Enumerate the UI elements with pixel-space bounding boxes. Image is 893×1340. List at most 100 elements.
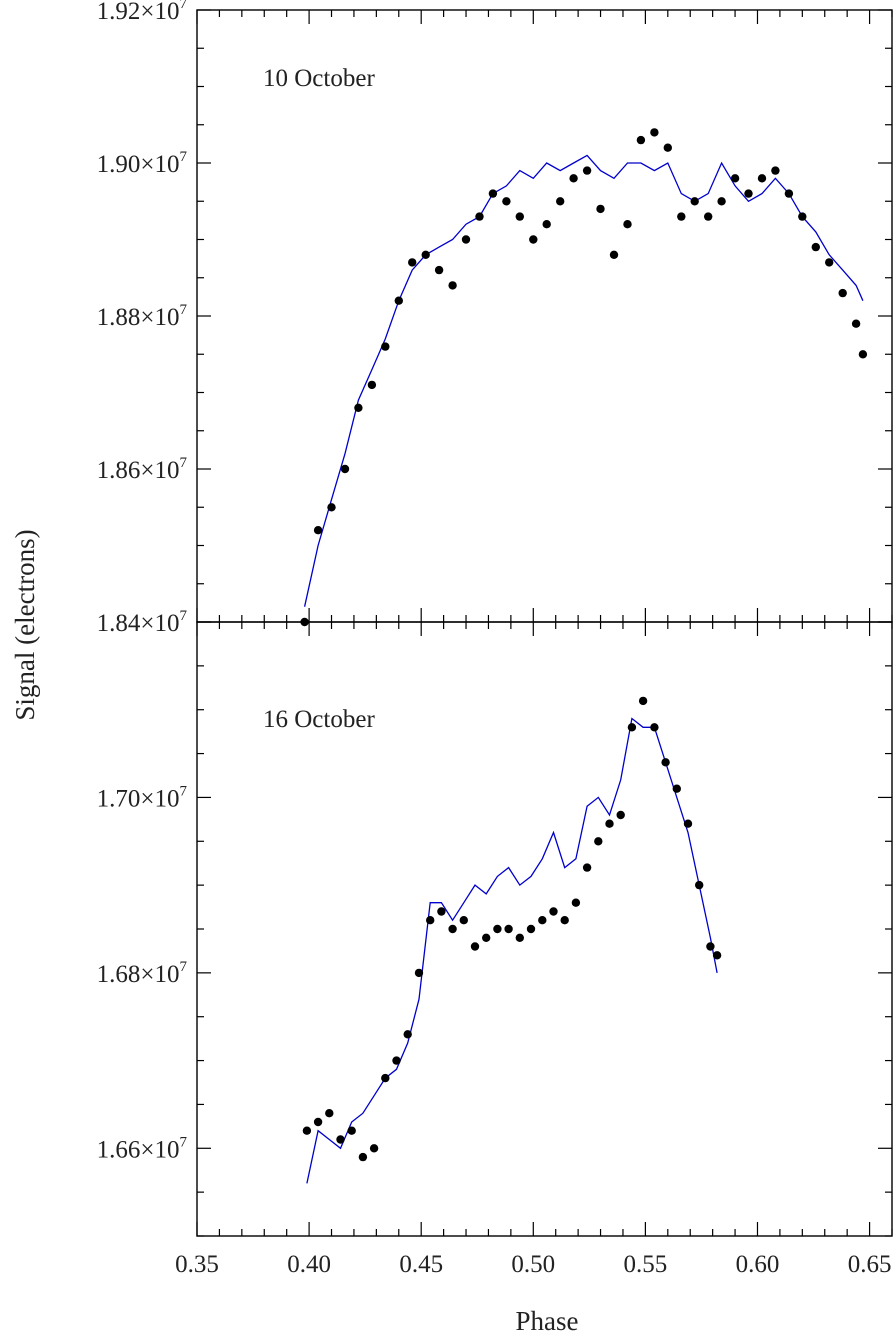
x-tick-label: 0.40: [287, 1251, 331, 1278]
data-point: [354, 403, 363, 412]
data-point: [556, 197, 565, 206]
data-point: [609, 250, 619, 259]
data-point: [695, 880, 704, 890]
data-point: [347, 1126, 356, 1135]
data-point: [475, 212, 484, 221]
data-point: [706, 942, 715, 951]
data-point: [336, 1135, 345, 1144]
data-point: [482, 933, 491, 942]
data-point: [313, 526, 323, 535]
data-point: [426, 916, 435, 925]
data-point: [459, 916, 468, 925]
data-point: [594, 837, 603, 846]
data-point: [340, 464, 350, 474]
data-point: [704, 212, 713, 221]
data-point: [627, 723, 637, 732]
data-point: [549, 907, 558, 916]
top-panel: 10 October 1.84×107 1.86×107 1.88×107 1.90×…: [97, 0, 893, 637]
x-tick-label: 0.50: [511, 1251, 555, 1278]
y-tick-label: 1.88×107: [97, 302, 188, 331]
y-tick-label: 1.68×107: [97, 959, 188, 988]
data-point: [560, 916, 569, 925]
data-point: [313, 1117, 323, 1127]
data-point: [542, 220, 551, 229]
data-point: [504, 924, 513, 934]
data-point: [515, 933, 524, 942]
data-point: [493, 924, 502, 934]
data-point: [712, 951, 722, 960]
bottom-panel: 16 October 0.35 0.40 0.45 0.50 0.55 0.60 0.65 1…: [97, 621, 893, 1278]
x-tick-label: 0.45: [399, 1251, 443, 1278]
data-point: [672, 784, 681, 793]
data-point: [661, 758, 670, 767]
data-point: [327, 503, 336, 512]
x-axis-title: Phase: [516, 1306, 579, 1336]
data-point: [367, 380, 377, 390]
data-point: [582, 863, 592, 872]
data-point: [381, 1073, 390, 1083]
x-tick-label: 0.35: [175, 1251, 219, 1278]
data-point: [650, 128, 659, 137]
data-point: [677, 212, 686, 221]
x-tick-label: 0.55: [624, 1251, 668, 1278]
data-point: [408, 258, 417, 267]
data-point: [302, 1126, 312, 1135]
data-point: [690, 197, 699, 206]
data-point: [369, 1144, 379, 1153]
data-point: [744, 189, 753, 198]
panel-label: 10 October: [263, 65, 375, 92]
y-tick-label: 1.90×107: [97, 149, 188, 178]
data-point: [571, 898, 581, 907]
data-point: [448, 924, 457, 934]
data-point: [569, 174, 578, 183]
data-point: [470, 942, 480, 951]
data-point: [858, 350, 868, 359]
data-point: [825, 258, 834, 267]
y-tick-label: 1.66×107: [97, 1134, 188, 1163]
data-point: [392, 1056, 401, 1065]
model-line: [303, 154, 864, 607]
data-point: [461, 235, 471, 244]
y-tick-label: 1.84×107: [97, 608, 188, 637]
panel-label: 16 October: [263, 706, 375, 733]
x-tick-label: 0.65: [848, 1251, 892, 1278]
data-point: [414, 968, 424, 978]
data-point: [811, 242, 820, 252]
data-point: [582, 166, 592, 175]
data-point: [616, 810, 625, 820]
data-point: [730, 174, 740, 183]
data-point: [526, 924, 536, 934]
data-point: [851, 319, 861, 328]
data-point: [771, 166, 780, 175]
y-tick-label: 1.92×107: [97, 0, 188, 25]
data-point: [488, 189, 498, 198]
data-point: [434, 265, 444, 275]
plot-frame: [196, 9, 893, 623]
data-point: [717, 197, 726, 206]
y-tick-label: 1.86×107: [97, 455, 188, 484]
data-point: [757, 174, 767, 183]
data-point: [650, 723, 659, 732]
y-axis-title: Signal (electrons): [10, 529, 40, 720]
data-point: [325, 1109, 334, 1118]
data-point: [502, 197, 511, 206]
data-point: [437, 907, 446, 916]
x-tick-label: 0.60: [736, 1251, 780, 1278]
data-point: [515, 212, 524, 221]
data-point: [529, 235, 538, 244]
data-point: [838, 288, 847, 298]
data-point: [798, 212, 807, 221]
data-point: [663, 143, 672, 152]
data-point: [623, 220, 632, 229]
data-point: [381, 342, 390, 351]
y-tick-label: 1.70×107: [97, 783, 188, 812]
data-point: [538, 916, 547, 925]
data-point: [605, 819, 614, 828]
data-point: [784, 189, 794, 198]
data-point: [448, 281, 457, 290]
data-point: [683, 819, 693, 828]
data-point: [421, 250, 430, 259]
data-point: [636, 135, 646, 145]
data-point: [596, 204, 605, 214]
